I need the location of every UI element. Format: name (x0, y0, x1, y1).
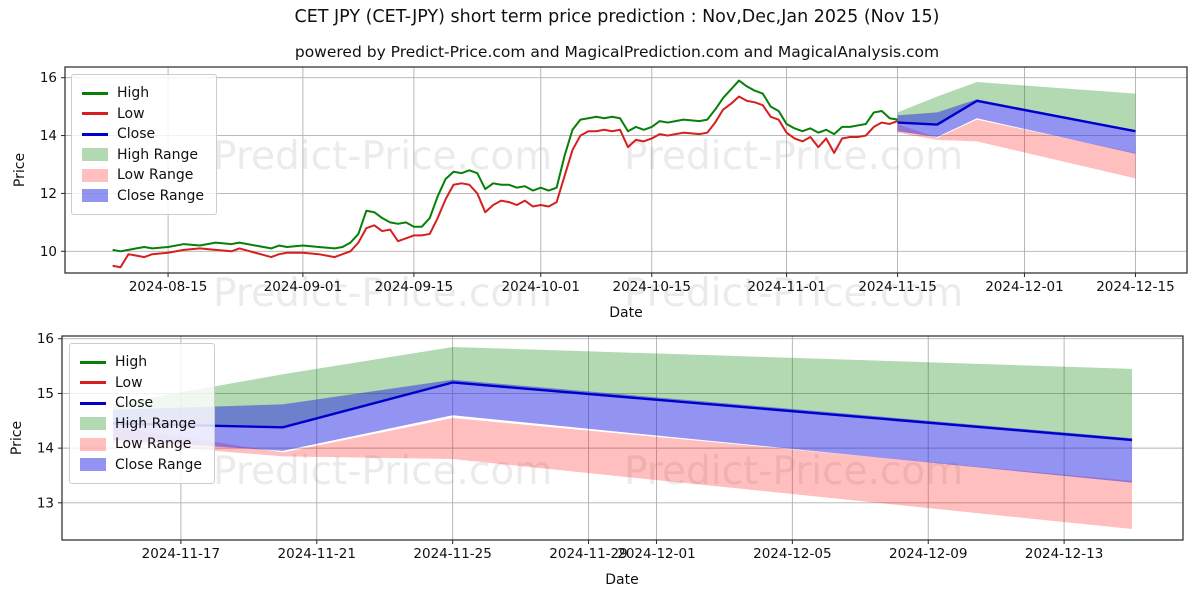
low-range-swatch (80, 437, 106, 451)
chart: 2024-08-15 2024-09-01 2024-09-15 2024-10-01… (12, 66, 1188, 321)
svg-text:2024-09-15: 2024-09-15 (375, 279, 453, 295)
close-line-swatch (80, 401, 106, 405)
legend-item-low: Low (82, 104, 204, 125)
legend-label: High (117, 85, 150, 102)
high-range-swatch (80, 417, 106, 431)
svg-text:14: 14 (40, 128, 57, 144)
low-range-band (112, 418, 1133, 530)
high-line-swatch (80, 360, 106, 364)
high-range-swatch (82, 148, 108, 162)
svg-text:2024-12-01: 2024-12-01 (617, 546, 695, 562)
legend-item-high: High (82, 83, 204, 104)
close-line (897, 99, 1136, 133)
legend-label: High Range (115, 415, 196, 432)
svg-text:Date: Date (609, 305, 642, 321)
svg-text:2024-12-15: 2024-12-15 (1096, 279, 1174, 295)
legend-item-high-range: High Range (80, 414, 202, 435)
svg-text:16: 16 (37, 331, 54, 347)
legend-label: Close Range (115, 456, 202, 473)
svg-text:16: 16 (40, 70, 57, 86)
legend-item-close: Close (80, 393, 202, 414)
close-range-swatch (80, 458, 106, 472)
svg-text:2024-09-01: 2024-09-01 (264, 279, 342, 295)
legend-item-low: Low (80, 373, 202, 394)
watermark-text: Predict-Price.com (213, 134, 553, 179)
legend-label: Low Range (115, 436, 192, 453)
watermark-text: Predict-Price.com (624, 134, 964, 179)
plot-border (61, 335, 1184, 541)
legend-label: Close (115, 395, 154, 412)
axis-labels: 2024-11-17 2024-11-21 2024-11-25 2024-11-29… (37, 331, 1104, 562)
legend-item-high: High (80, 352, 202, 373)
svg-text:2024-08-15: 2024-08-15 (129, 279, 207, 295)
chart: 2024-11-17 2024-11-21 2024-11-25 2024-11-29… (9, 331, 1184, 588)
close-range-swatch (82, 189, 108, 203)
axis-labels: 2024-08-15 2024-09-01 2024-09-15 2024-10-01… (40, 70, 1175, 295)
svg-text:2024-12-01: 2024-12-01 (985, 279, 1063, 295)
svg-text:Price: Price (12, 153, 28, 187)
high-line-swatch (82, 91, 108, 95)
low-range-swatch (82, 168, 108, 182)
close-line-swatch (82, 132, 108, 136)
svg-text:12: 12 (40, 186, 57, 202)
legend-label: Low (117, 105, 145, 122)
axis-titles: Date Price (9, 421, 639, 588)
legend-item-close-range: Close Range (82, 186, 204, 207)
page-subtitle: powered by Predict-Price.com and Magical… (294, 43, 940, 61)
legend-label: Close Range (117, 187, 204, 204)
legend-label: Close (117, 126, 156, 143)
page-title: CET JPY (CET-JPY) short term price predi… (294, 7, 940, 27)
svg-text:2024-11-29: 2024-11-29 (549, 546, 627, 562)
low-line-swatch (82, 112, 108, 116)
low-line-swatch (80, 381, 106, 385)
low-range-band (897, 119, 1136, 179)
legend-item-close-range: Close Range (80, 455, 202, 476)
svg-text:2024-10-01: 2024-10-01 (502, 279, 580, 295)
svg-text:2024-12-05: 2024-12-05 (753, 546, 831, 562)
svg-text:Price: Price (9, 421, 25, 455)
svg-text:2024-11-17: 2024-11-17 (142, 546, 220, 562)
svg-text:14: 14 (37, 441, 54, 457)
svg-text:2024-12-13: 2024-12-13 (1025, 546, 1103, 562)
legend-label: High Range (117, 146, 198, 163)
low-line (112, 95, 898, 269)
svg-text:2024-12-09: 2024-12-09 (889, 546, 967, 562)
legend-label: Low Range (117, 167, 194, 184)
svg-text:13: 13 (37, 495, 54, 511)
svg-text:2024-11-15: 2024-11-15 (858, 279, 936, 295)
legend-top-chart: High Low Close High Range Low Range Clos… (71, 74, 217, 215)
svg-text:2024-11-21: 2024-11-21 (278, 546, 356, 562)
svg-text:2024-11-01: 2024-11-01 (747, 279, 825, 295)
legend-bottom-chart: High Low Close High Range Low Range Clos… (69, 343, 215, 484)
legend-label: High (115, 354, 148, 371)
legend-item-high-range: High Range (82, 145, 204, 166)
svg-text:15: 15 (37, 386, 54, 402)
watermark-text: Predict-Price.com (213, 271, 553, 316)
high-line (112, 79, 898, 253)
legend-label: Low (115, 374, 143, 391)
svg-text:10: 10 (40, 244, 57, 260)
svg-text:2024-11-25: 2024-11-25 (413, 546, 491, 562)
svg-text:2024-10-15: 2024-10-15 (613, 279, 691, 295)
watermark-text: Predict-Price.com (213, 449, 553, 494)
axis-titles: Date Price (12, 153, 643, 321)
plot-border (64, 66, 1188, 274)
legend-item-low-range: Low Range (80, 434, 202, 455)
legend-item-low-range: Low Range (82, 165, 204, 186)
watermark-text: Predict-Price.com (624, 271, 964, 316)
svg-text:Date: Date (605, 572, 638, 588)
legend-item-close: Close (82, 124, 204, 145)
